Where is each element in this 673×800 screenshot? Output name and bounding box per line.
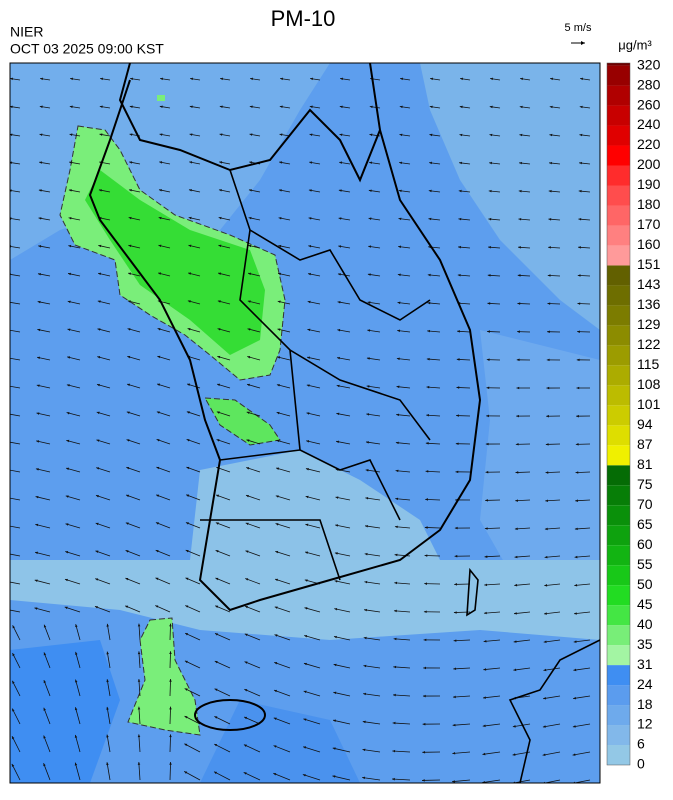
colorbar-band — [607, 625, 630, 645]
map — [4, 63, 600, 784]
colorbar-tick-label: 170 — [637, 216, 661, 232]
colorbar-tick-label: 320 — [637, 56, 661, 72]
colorbar-band — [607, 66, 630, 86]
colorbar-band — [607, 405, 630, 425]
colorbar-tick-label: 94 — [637, 416, 653, 432]
wind-vector-head — [5, 552, 8, 555]
colorbar-tick-label: 40 — [637, 616, 653, 632]
wind-vector-head — [6, 469, 9, 472]
colorbar-tick-label: 180 — [637, 196, 661, 212]
colorbar-band — [607, 505, 630, 525]
colorbar-band — [607, 585, 630, 605]
colorbar-band — [607, 305, 630, 325]
colorbar-tick-label: 12 — [637, 716, 653, 732]
colorbar-tick-label: 0 — [637, 756, 645, 772]
colorbar-tick-label: 81 — [637, 456, 653, 472]
colorbar-band — [607, 685, 630, 705]
colorbar-tick-label: 50 — [637, 576, 653, 592]
colorbar-band — [607, 385, 630, 405]
colorbar-band — [607, 265, 630, 285]
colorbar-tick-label: 240 — [637, 116, 661, 132]
wind-scale-arrowhead — [581, 41, 585, 45]
colorbar-tick-label: 35 — [637, 636, 653, 652]
agency: NIER — [10, 24, 43, 40]
wind-vector-head — [6, 413, 9, 416]
wind-vector-head — [5, 524, 8, 527]
title: PM-10 — [271, 6, 336, 31]
colorbar-tick-label: 160 — [637, 236, 661, 252]
colorbar-tick-label: 129 — [637, 316, 661, 332]
colorbar-band — [607, 565, 630, 585]
colorbar-tick-label: 24 — [637, 676, 653, 692]
colorbar-tick-label: 151 — [637, 256, 661, 272]
colorbar-band — [607, 106, 630, 126]
colorbar-band — [607, 445, 630, 465]
colorbar-tick-label: 220 — [637, 136, 661, 152]
colorbar-band — [607, 63, 630, 66]
wind-vector-head — [5, 580, 8, 583]
colorbar-band — [607, 126, 630, 146]
colorbar-band — [607, 605, 630, 625]
colorbar-tick-label: 65 — [637, 516, 653, 532]
colorbar-band — [607, 525, 630, 545]
colorbar-band — [607, 185, 630, 205]
colorbar-tick-label: 60 — [637, 536, 653, 552]
colorbar-band — [607, 325, 630, 345]
colorbar-tick-label: 87 — [637, 436, 653, 452]
colorbar-band — [607, 665, 630, 685]
wind-vector-head — [4, 608, 7, 611]
colorbar-band — [607, 166, 630, 186]
colorbar-tick-label: 136 — [637, 296, 661, 312]
colorbar-tick-label: 122 — [637, 336, 661, 352]
colorbar-tick-label: 190 — [637, 176, 661, 192]
colorbar-tick-label: 200 — [637, 156, 661, 172]
colorbar-tick-label: 108 — [637, 376, 661, 392]
colorbar-tick-label: 75 — [637, 476, 653, 492]
colorbar-band — [607, 705, 630, 725]
colorbar-tick-label: 18 — [637, 696, 653, 712]
colorbar-band — [607, 205, 630, 225]
colorbar-band — [607, 425, 630, 445]
colorbar-tick-label: 45 — [637, 596, 653, 612]
timestamp: OCT 03 2025 09:00 KST — [10, 41, 164, 57]
colorbar-tick-label: 143 — [637, 276, 661, 292]
colorbar-band — [607, 545, 630, 565]
pm-contour — [157, 95, 165, 101]
colorbar-tick-label: 101 — [637, 396, 661, 412]
colorbar-tick-label: 70 — [637, 496, 653, 512]
colorbar-band — [607, 146, 630, 166]
colorbar-band — [607, 365, 630, 385]
colorbar-band — [607, 285, 630, 305]
colorbar-band — [607, 465, 630, 485]
colorbar-tick-label: 280 — [637, 76, 661, 92]
colorbar-tick-label: 260 — [637, 96, 661, 112]
wind-vector-head — [6, 441, 9, 444]
colorbar-band — [607, 345, 630, 365]
colorbar-band — [607, 645, 630, 665]
colorbar-tick-label: 55 — [637, 556, 653, 572]
wind-vector-head — [5, 497, 8, 500]
colorbar-band — [607, 225, 630, 245]
unit: μg/m³ — [618, 37, 652, 52]
colorbar-tick-label: 115 — [637, 356, 660, 372]
colorbar: 0 6 12 18 24 31 35 40 45 50 55 60 65 70 75 81 87 94 101 108… — [607, 56, 661, 771]
colorbar-band — [607, 745, 630, 765]
colorbar-band — [607, 86, 630, 106]
wind-vector-head — [7, 357, 10, 360]
colorbar-band — [607, 725, 630, 745]
colorbar-band — [607, 245, 630, 265]
wind-vector-head — [7, 385, 10, 388]
wind-scale-label: 5 m/s — [565, 22, 592, 34]
colorbar-tick-label: 6 — [637, 736, 645, 752]
colorbar-tick-label: 31 — [637, 656, 653, 672]
colorbar-band — [607, 485, 630, 505]
